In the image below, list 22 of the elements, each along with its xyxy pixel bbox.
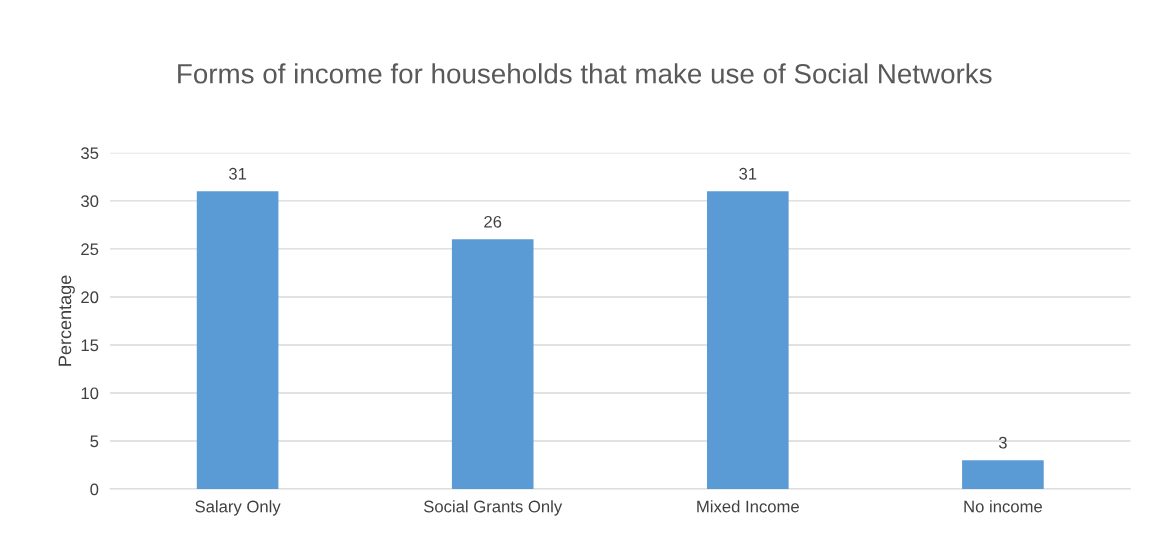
y-tick-label: 25 — [81, 243, 99, 256]
data-label: 3 — [998, 436, 1007, 449]
bar — [196, 191, 279, 490]
x-tick-label: Mixed Income — [697, 500, 799, 513]
y-tick-label: 35 — [81, 147, 99, 160]
x-tick-label: No income — [964, 500, 1042, 513]
bar — [451, 239, 534, 490]
chart-title: Forms of income for households that make use of Social Networks — [178, 63, 992, 84]
x-tick-label: Social Grants Only — [423, 500, 563, 516]
bar — [962, 460, 1044, 490]
data-label: 26 — [484, 215, 502, 228]
y-tick-label: 15 — [81, 339, 99, 352]
x-tick-label: Salary Only — [195, 500, 281, 516]
y-axis-title: Percentage — [58, 275, 75, 366]
data-label: 31 — [228, 167, 247, 180]
y-tick-label: 10 — [81, 387, 99, 400]
y-tick-label: 30 — [81, 195, 99, 208]
bar — [706, 191, 789, 490]
data-label: 31 — [739, 167, 757, 180]
y-tick-label: 20 — [81, 291, 99, 304]
y-tick-label: 5 — [90, 435, 99, 448]
y-tick-label: 0 — [90, 483, 99, 496]
